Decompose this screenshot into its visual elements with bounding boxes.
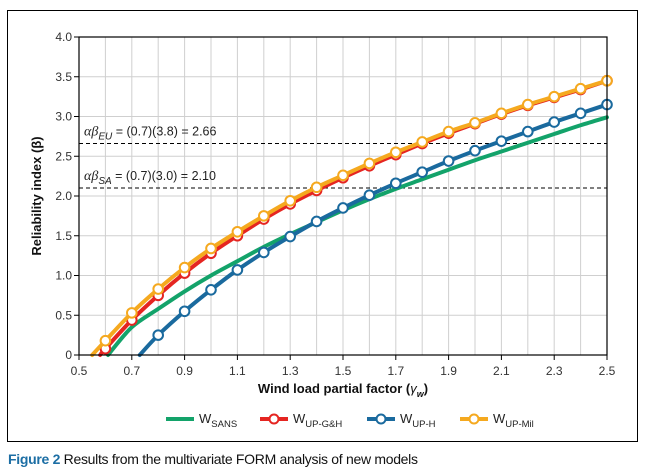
- data-point: [469, 117, 481, 129]
- data-point: [416, 166, 429, 178]
- data-point: [574, 82, 587, 95]
- y-tick-label: 0.5: [55, 308, 72, 322]
- series-sans: [106, 115, 609, 357]
- legend-label: WUP-G&H: [293, 411, 342, 430]
- reference-line-label: αβSA = (0.7)(3.0) = 2.10: [84, 169, 216, 187]
- data-point: [284, 194, 297, 207]
- data-point: [337, 202, 349, 214]
- series-up-mil: [90, 74, 613, 357]
- y-tick-label: 2.0: [55, 189, 72, 203]
- data-point: [363, 189, 376, 202]
- y-tick-label: 4.0: [55, 30, 72, 44]
- data-point: [495, 135, 508, 147]
- x-tick-label: 0.5: [71, 364, 88, 378]
- y-tick-label: 0: [65, 348, 72, 362]
- x-tick-label: 1.3: [282, 364, 299, 378]
- figure-label: Figure 2: [8, 451, 61, 467]
- reference-line-label: αβEU = (0.7)(3.8) = 2.66: [84, 125, 217, 143]
- figure-caption: Figure 2 Results from the multivariate F…: [8, 451, 418, 467]
- legend-label: WSANS: [199, 411, 237, 430]
- legend: WSANS WUP-G&H WUP-H WUP-Mil: [166, 411, 534, 430]
- x-tick-label: 1.9: [440, 364, 457, 378]
- data-point: [416, 136, 429, 148]
- data-point: [522, 125, 534, 138]
- x-tick-label: 2.1: [493, 364, 510, 378]
- data-point: [442, 125, 455, 138]
- x-tick-label: 2.3: [546, 364, 563, 378]
- data-point: [284, 230, 297, 243]
- data-point: [310, 181, 323, 194]
- series-line: [90, 78, 609, 357]
- x-tick-label: 1.1: [229, 364, 246, 378]
- series-line: [137, 102, 609, 357]
- data-point: [548, 90, 561, 103]
- legend-label: WUP-H: [400, 411, 436, 430]
- data-point: [469, 144, 481, 157]
- grid-lines: [79, 37, 607, 355]
- y-tick-label: 2.5: [55, 149, 72, 163]
- axis-ticks: 0.5 0.7 0.9 1.1 1.3 1.5 1.7 1.9 2.1 2.3 2.5 0 0.5 1.0…: [55, 30, 615, 378]
- x-tick-label: 2.5: [599, 364, 616, 378]
- x-axis-label: Wind load partial factor (γw): [258, 381, 428, 399]
- data-point: [390, 146, 402, 159]
- reference-lines: αβEU = (0.7)(3.8) = 2.66 αβSA = (0.7)(3.0…: [79, 125, 607, 189]
- x-tick-label: 1.5: [335, 364, 352, 378]
- series-line: [98, 78, 609, 357]
- data-point: [231, 225, 244, 238]
- figure-frame: [7, 10, 638, 442]
- caption-text: Results from the multivariate FORM analy…: [60, 451, 418, 467]
- legend-swatch-marker: [375, 413, 387, 425]
- data-point: [548, 116, 561, 128]
- y-tick-label: 1.0: [55, 269, 72, 283]
- y-tick-label: 3.0: [55, 110, 72, 124]
- data-point: [522, 98, 534, 111]
- data-point: [574, 107, 587, 120]
- series-up-g-h: [98, 74, 613, 357]
- data-point: [205, 242, 217, 255]
- legend-label: WUP-Mil: [493, 411, 534, 430]
- legend-swatch-marker: [468, 413, 480, 425]
- data-point: [178, 305, 191, 318]
- data-point: [258, 246, 270, 259]
- data-point: [258, 210, 270, 222]
- data-point: [390, 177, 402, 190]
- data-point: [363, 157, 376, 170]
- y-tick-label: 3.5: [55, 70, 72, 84]
- legend-swatch-marker: [268, 413, 280, 425]
- data-point: [495, 107, 508, 120]
- data-point: [310, 215, 323, 228]
- data-point: [99, 334, 112, 347]
- data-point: [126, 307, 138, 319]
- x-tick-label: 0.7: [123, 364, 140, 378]
- x-tick-label: 1.7: [387, 364, 404, 378]
- data-point: [442, 155, 455, 167]
- series-line: [106, 115, 609, 357]
- data-point: [178, 261, 191, 274]
- x-tick-label: 0.9: [176, 364, 193, 378]
- y-axis-label: Reliability index (β): [29, 136, 44, 255]
- data-point: [337, 169, 349, 182]
- data-point: [152, 283, 164, 295]
- data-point: [231, 264, 244, 276]
- data-point: [205, 284, 217, 296]
- data-point: [152, 329, 164, 341]
- y-tick-label: 1.5: [55, 229, 72, 243]
- series-group: [90, 74, 613, 357]
